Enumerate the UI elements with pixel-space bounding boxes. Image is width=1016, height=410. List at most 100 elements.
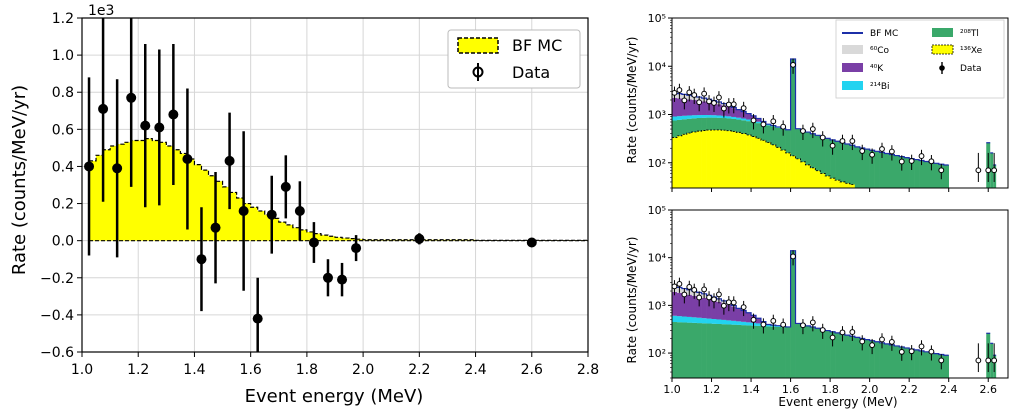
rt-data-point — [720, 105, 727, 112]
rb-bi-bin — [706, 318, 712, 324]
rb-bi-bin — [756, 323, 762, 326]
rb-k-bin — [686, 294, 693, 317]
rt-xe-bin — [681, 134, 688, 188]
left-legend-data-label: Data — [512, 63, 550, 82]
rb-tl-bin — [904, 347, 910, 378]
rt-k-bin — [736, 109, 742, 118]
rt-bi-bin — [696, 115, 702, 118]
rb-data-point — [716, 291, 722, 298]
rb-tl-bin — [672, 322, 678, 378]
right-legend-data-label: Data — [960, 64, 982, 74]
rb-bi-bin — [696, 317, 702, 324]
left-data-point — [154, 122, 165, 133]
rb-bi-bin — [721, 319, 727, 325]
rb-tl-bin — [785, 327, 791, 378]
rb-data-point — [760, 321, 767, 328]
rb-k-bin — [672, 291, 678, 316]
rb-tl-bin — [869, 340, 875, 378]
rb-data-point — [819, 327, 826, 333]
rb-tl-bin — [815, 328, 821, 378]
rb-tl-bin — [943, 355, 950, 378]
rt-data-point — [898, 158, 905, 165]
rb-tl-bin — [899, 346, 905, 378]
rt-data-point — [849, 138, 856, 144]
rt-tl-bin — [849, 145, 856, 185]
left-y-tick-label: 0.4 — [52, 159, 74, 175]
rt-xe-bin — [849, 184, 856, 188]
left-x-tick-label: 1.8 — [296, 362, 318, 378]
right-legend-box — [835, 19, 1005, 99]
rt-data-point — [991, 167, 998, 174]
rt-tl-bin — [756, 123, 762, 139]
left-x-tick-label: 1.6 — [240, 362, 262, 378]
left-data-point — [98, 103, 109, 114]
rt-xe-bin — [800, 161, 806, 188]
left-data-point — [112, 163, 123, 174]
rt-bi-bin — [741, 118, 747, 121]
rt-data-point — [730, 101, 737, 108]
rt-data-point — [750, 117, 757, 124]
rb-bi-bin — [672, 315, 678, 323]
rb-tl-bin — [676, 322, 683, 378]
rb-bi-bin — [681, 316, 688, 323]
rt-xe-bin — [746, 134, 752, 188]
rb-bi-bin — [691, 317, 698, 323]
left-x-tick-label: 2.6 — [521, 362, 543, 378]
rt-xe-bin — [844, 183, 851, 188]
left-y-tick-label: −0.2 — [40, 271, 74, 287]
rb-bi-bin — [711, 319, 717, 324]
rb-x-tick-label: 2.4 — [940, 383, 958, 396]
rt-data-point — [975, 167, 982, 174]
rb-tl-bin — [919, 350, 925, 378]
left-y-ticks: −0.6 −0.4 −0.2 0.0 0.2 0.4 0.6 0.8 1.0 1.2 — [40, 11, 82, 361]
rt-data-point — [829, 142, 836, 149]
left-y-axis-label: Rate (counts/MeV/yr) — [9, 85, 30, 275]
rb-tl-bin — [765, 326, 772, 378]
left-x-tick-label: 2.0 — [352, 362, 374, 378]
rb-tl-bin — [751, 325, 757, 378]
rb-tl-bin — [696, 323, 702, 378]
rb-data-point — [839, 329, 846, 336]
rb-data-point — [681, 291, 688, 298]
rt-xe-bin — [780, 150, 786, 188]
left-y-tick-label: 0.2 — [52, 197, 74, 213]
rb-bi-bin — [716, 319, 722, 324]
rt-bi-bin — [691, 115, 698, 119]
rt-data-point — [839, 138, 846, 144]
rt-xe-bin — [815, 170, 821, 188]
rb-tl-bin — [810, 327, 816, 378]
rt-tl-bin — [869, 150, 875, 188]
right-top-stacked-histogram — [671, 58, 998, 188]
rt-bi-bin — [746, 119, 752, 122]
rb-bi-bin — [736, 321, 742, 325]
rt-tl-bin — [889, 154, 895, 188]
rb-tl-bin — [741, 325, 747, 378]
rb-data-point — [991, 357, 998, 364]
rb-tl-bin — [854, 337, 861, 378]
rt-data-point — [908, 158, 915, 164]
rt-tl-bin — [721, 118, 727, 131]
rb-tl-bin — [790, 250, 796, 378]
rt-data-point — [928, 158, 935, 165]
rt-xe-bin — [795, 158, 801, 188]
rb-tl-bin — [874, 341, 880, 378]
rb-tl-bin — [805, 325, 811, 378]
left-data-points — [84, 18, 537, 352]
right-legend-co60-label: ⁶⁰Co — [870, 46, 890, 56]
right-legend-tl208-label: ²⁰⁸Tl — [960, 29, 979, 39]
rt-tl-bin — [919, 160, 925, 188]
rt-tl-bin — [676, 119, 683, 136]
left-data-point — [337, 274, 348, 285]
rt-xe-bin — [691, 131, 698, 188]
rt-tl-bin — [844, 143, 851, 184]
rt-data-point — [671, 89, 678, 96]
rb-data-point — [770, 317, 777, 324]
rt-data-point — [711, 100, 717, 106]
rt-bi-bin — [711, 115, 717, 118]
left-legend-bf-mc-swatch — [457, 37, 499, 54]
left-data-point — [210, 222, 221, 233]
rt-data-point — [888, 148, 895, 155]
rb-tl-bin — [879, 342, 885, 378]
right-legend-k40-label: ⁴⁰K — [870, 64, 884, 74]
rt-xe-bin — [726, 130, 732, 188]
